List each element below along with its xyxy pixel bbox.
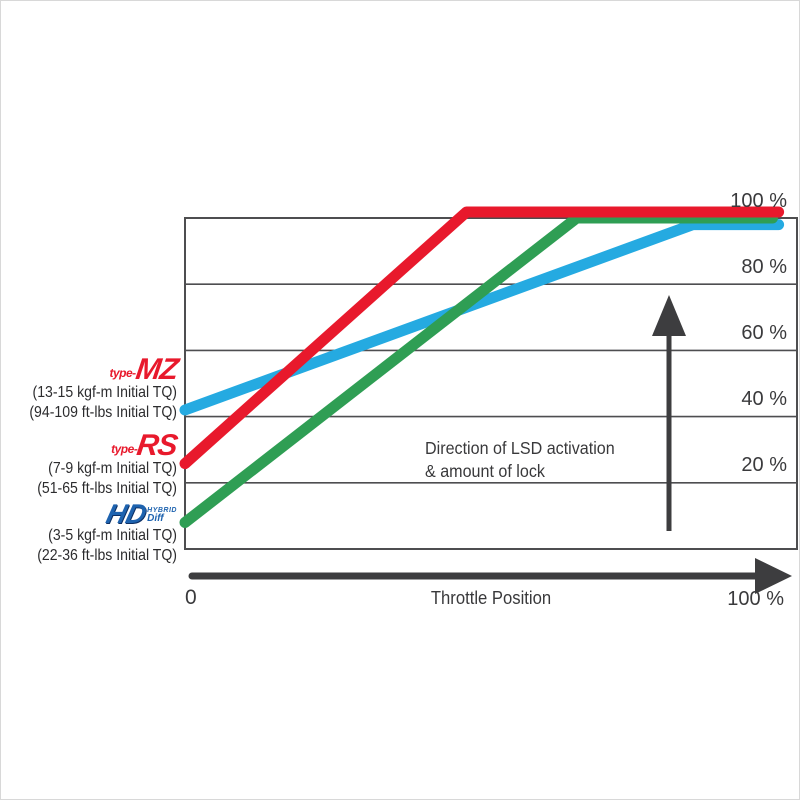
type-mz-torque-metric: (13-15 kgf-m Initial TQ): [32, 384, 177, 401]
type-rs-torque-imperial: (51-65 ft-lbs Initial TQ): [37, 480, 177, 497]
y-tick-80: 80 %: [741, 256, 787, 278]
hd-logo-top-text: HYBRID: [147, 507, 177, 514]
x-axis-origin-label: 0: [185, 586, 197, 609]
hd-logo-lockup: HD HYBRID Diff: [103, 499, 177, 529]
hd-torque-imperial: (22-36 ft-lbs Initial TQ): [37, 547, 177, 564]
legend-group-type-rs: type- RS (7-9 kgf-m Initial TQ) (51-65 ft…: [1, 427, 180, 499]
legend-group-hd: HD HYBRID Diff (3-5 kgf-m Initial TQ) (2…: [1, 494, 177, 566]
y-tick-40: 40 %: [741, 388, 787, 410]
type-rs-logo-main: RS: [135, 429, 180, 462]
annotation-line-1: Direction of LSD activation: [425, 438, 615, 458]
lsd-direction-annotation: Direction of LSD activation & amount of …: [425, 437, 615, 483]
x-axis-title: Throttle Position: [430, 587, 552, 608]
hd-logo-small-text: HYBRID Diff: [147, 507, 177, 526]
y-tick-20: 20 %: [741, 454, 787, 476]
type-mz-logo-prefix: type-: [109, 366, 137, 380]
y-tick-100: 100 %: [730, 190, 787, 212]
type-mz-logo-main: MZ: [133, 353, 180, 386]
hd-diff-logo: HD HYBRID Diff: [1, 494, 177, 529]
type-mz-torque-imperial: (94-109 ft-lbs Initial TQ): [29, 404, 178, 421]
hd-logo-right-text: Diff: [147, 513, 164, 524]
annotation-line-2: & amount of lock: [425, 461, 545, 481]
x-axis-max-label: 100 %: [727, 588, 784, 610]
type-rs-torque-metric: (7-9 kgf-m Initial TQ): [48, 460, 177, 477]
type-rs-logo-prefix: type-: [111, 442, 138, 456]
type-mz-logo: type- MZ: [1, 351, 180, 386]
type-rs-logo: type- RS: [1, 427, 180, 462]
legend-group-type-mz: type- MZ (13-15 kgf-m Initial TQ) (94-109…: [1, 351, 180, 423]
hd-logo-main: HD: [103, 499, 150, 529]
hd-torque-metric: (3-5 kgf-m Initial TQ): [48, 527, 177, 544]
y-tick-60: 60 %: [741, 322, 787, 344]
